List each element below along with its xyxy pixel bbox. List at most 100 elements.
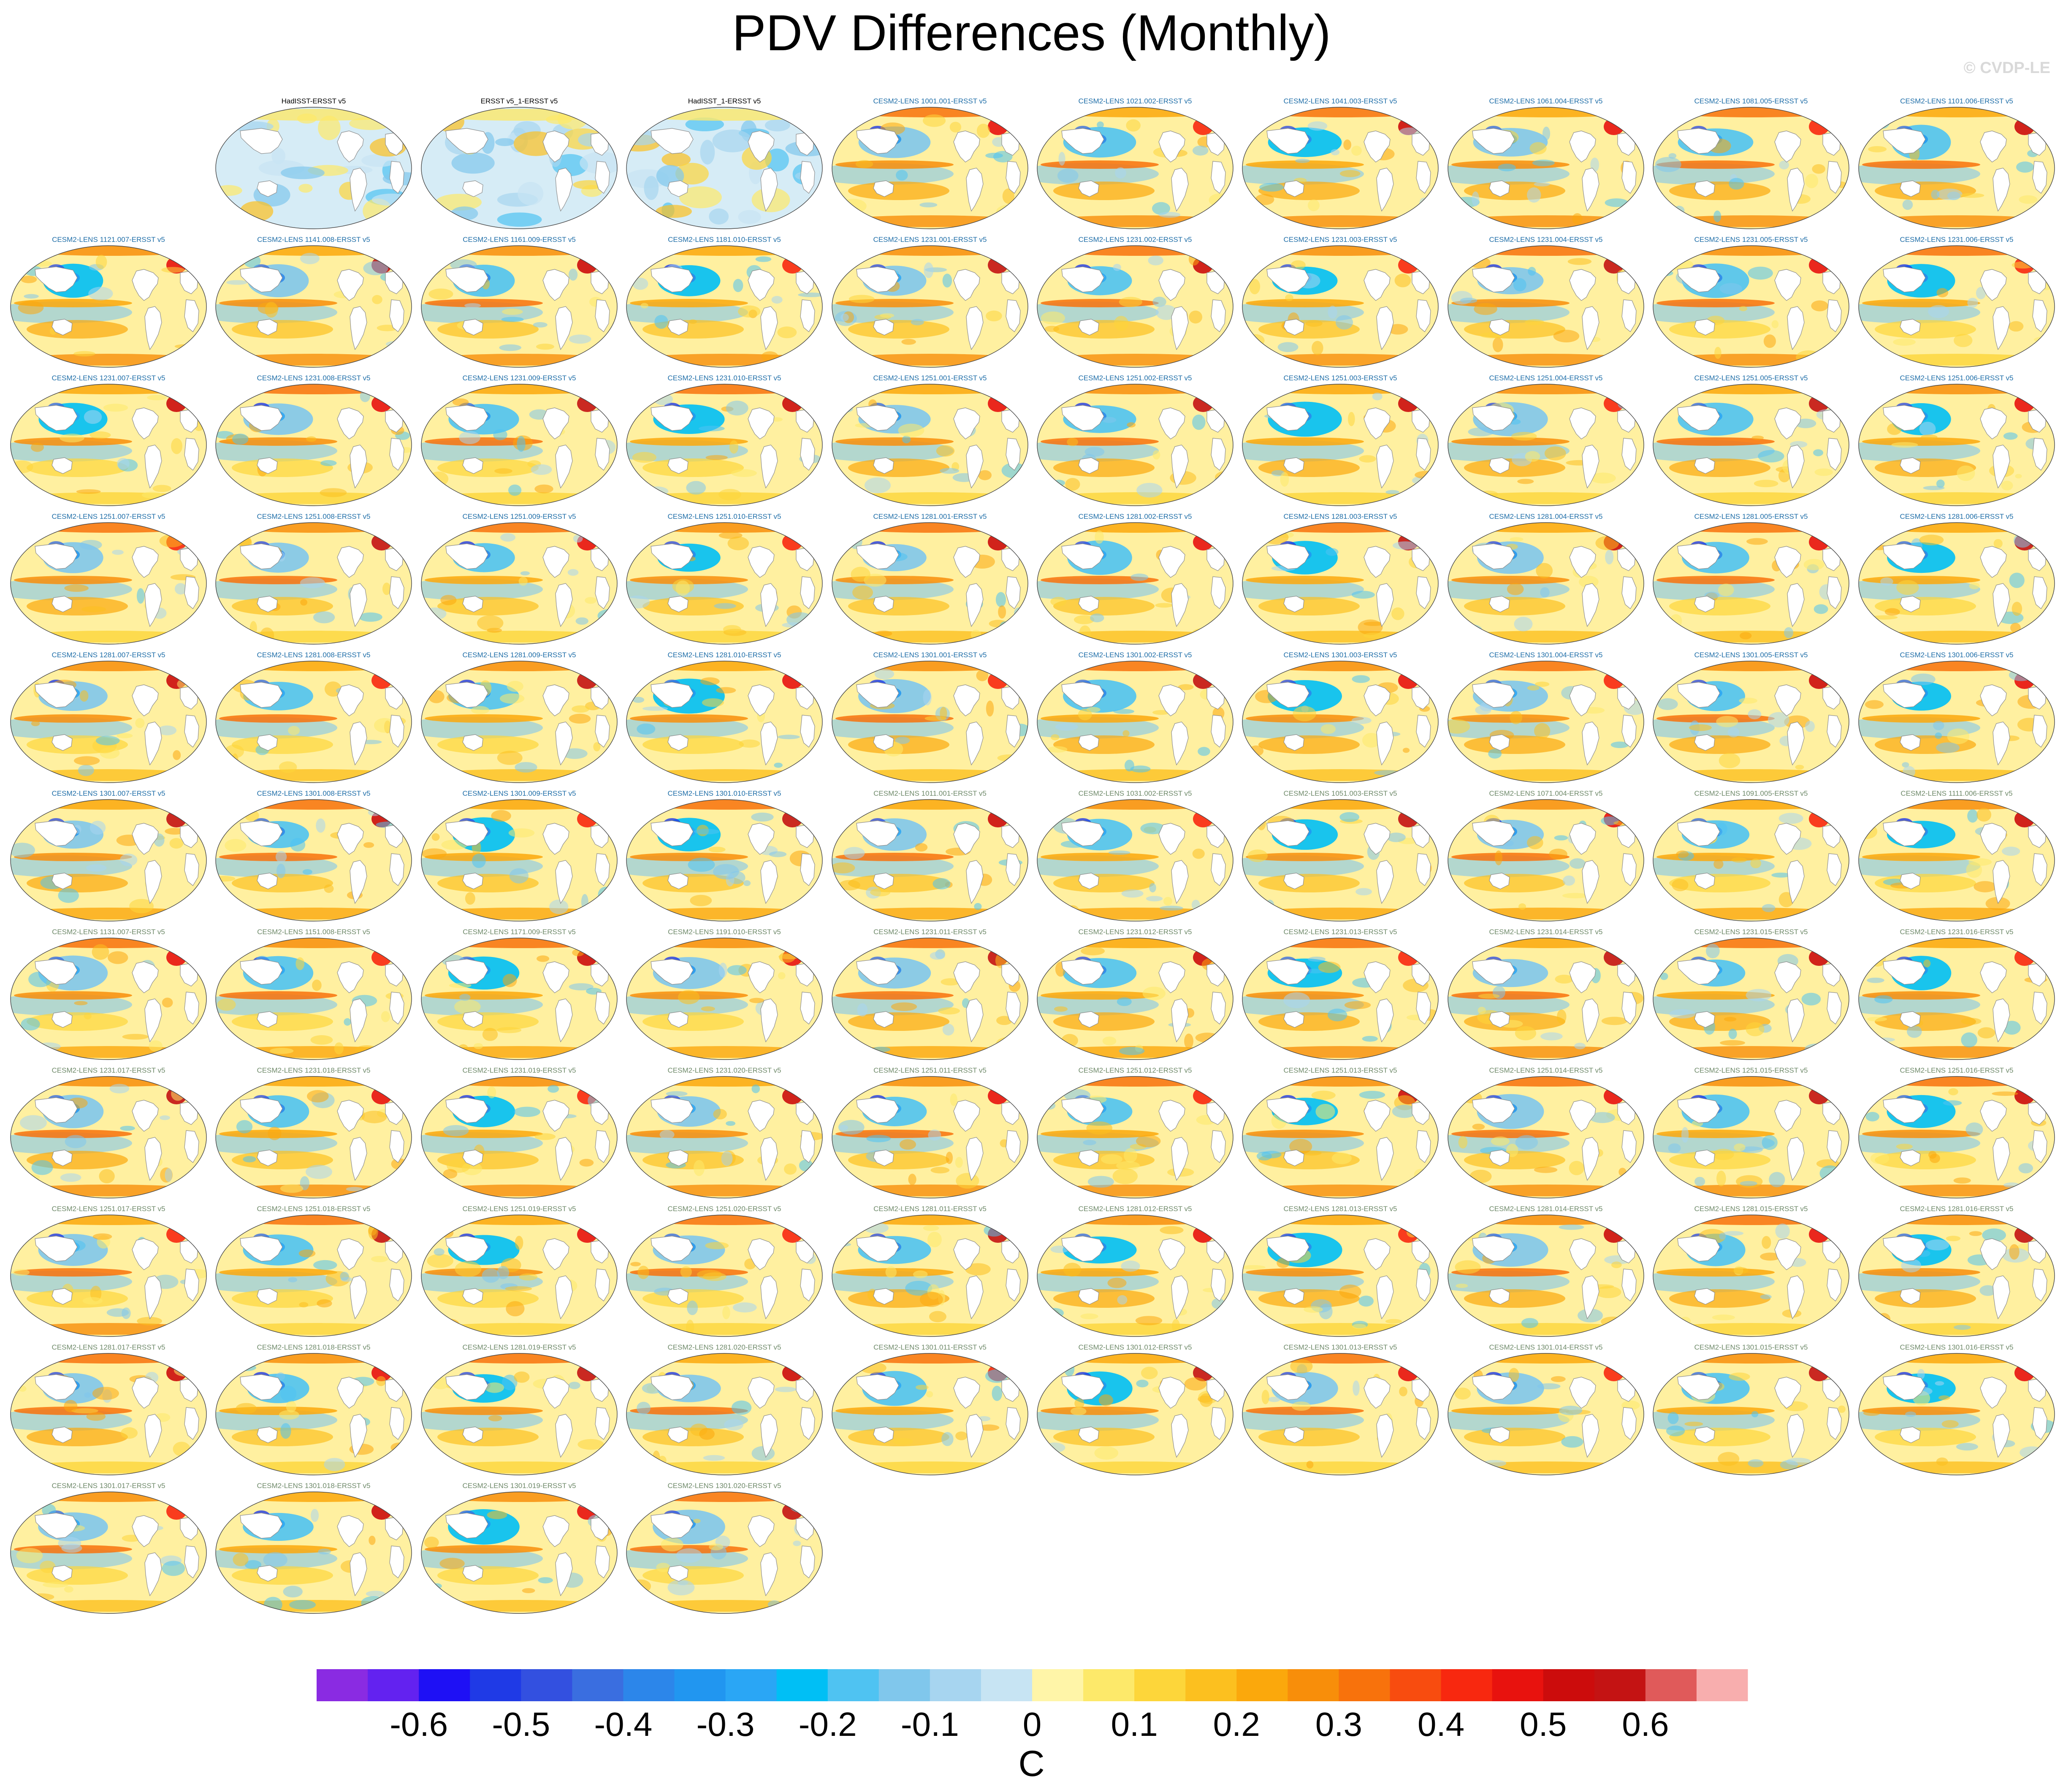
cool-anomaly <box>324 1458 345 1471</box>
cool-anomaly <box>1121 1260 1140 1272</box>
cool-anomaly <box>1136 483 1163 498</box>
warm-anomaly <box>1155 603 1173 608</box>
cool-anomaly <box>642 706 668 711</box>
map-frame <box>1448 1076 1644 1198</box>
southern-ocean-band <box>838 1185 1023 1196</box>
continent-5 <box>595 438 610 471</box>
warm-anomaly <box>1363 632 1387 639</box>
map-panel: CESM2-LENS 1081.005-ERSST v5 <box>1648 97 1854 232</box>
continent-5 <box>1827 1130 1842 1163</box>
cool-anomaly <box>1660 973 1668 980</box>
warm-anomaly <box>103 404 128 412</box>
continent-0 <box>953 1377 980 1409</box>
continent-0 <box>132 1100 159 1132</box>
cool-anomaly <box>1192 145 1209 156</box>
cool-anomaly <box>1205 626 1226 640</box>
arctic-band <box>634 109 820 121</box>
cool-anomaly <box>1936 188 1963 200</box>
map-frame <box>1448 661 1644 783</box>
continent-2 <box>1061 405 1104 431</box>
map-frame <box>1858 1076 2055 1198</box>
south-pacific-warm-band <box>642 597 744 615</box>
continent-3 <box>1078 1426 1099 1443</box>
equatorial-warm-tongue <box>219 991 337 1000</box>
warm-anomaly <box>1067 438 1079 446</box>
continent-2 <box>35 405 78 431</box>
map-plot <box>421 107 618 229</box>
southern-ocean-band <box>221 1323 407 1335</box>
continent-0 <box>1158 269 1185 301</box>
south-pacific-warm-band <box>1875 1428 1976 1446</box>
cool-anomaly <box>713 864 739 880</box>
continent-5 <box>800 161 815 194</box>
warm-anomaly <box>1425 198 1436 210</box>
cool-anomaly <box>1979 1285 1996 1296</box>
warm-anomaly <box>173 1364 197 1377</box>
continent-1 <box>1376 1275 1394 1320</box>
continent-1 <box>555 168 573 212</box>
continent-2 <box>1883 128 1926 154</box>
cool-anomaly <box>1149 883 1156 892</box>
continent-3 <box>257 457 278 474</box>
continent-0 <box>1774 269 1801 301</box>
cool-anomaly <box>726 401 748 416</box>
south-pacific-warm-band <box>1258 1289 1360 1308</box>
warm-anomaly <box>1051 734 1060 740</box>
warm-anomaly <box>1255 194 1274 205</box>
continent-5 <box>1006 1130 1021 1163</box>
south-pacific-warm-band <box>232 1012 333 1031</box>
map-panel: CESM2-LENS 1231.007-ERSST v5 <box>6 374 211 509</box>
warm-anomaly <box>1094 1446 1119 1460</box>
cool-anomaly <box>443 1125 469 1136</box>
continent-3 <box>1489 319 1510 336</box>
equatorial-warm-tongue <box>1246 853 1364 861</box>
warm-anomaly <box>986 700 994 717</box>
warm-anomaly <box>1387 324 1408 335</box>
continent-3 <box>667 1288 689 1305</box>
south-pacific-warm-band <box>1669 597 1770 615</box>
continent-1 <box>350 1137 367 1181</box>
cool-anomaly <box>58 1537 81 1550</box>
map-frame <box>421 661 618 783</box>
warm-anomaly <box>477 615 504 631</box>
equatorial-warm-tongue <box>1246 1268 1364 1277</box>
cool-anomaly <box>1876 1037 1895 1042</box>
panel-label: CESM2-LENS 1231.019-ERSST v5 <box>462 1066 576 1074</box>
warm-anomaly <box>1867 1017 1887 1022</box>
continent-3 <box>1489 457 1510 474</box>
continent-3 <box>52 1288 73 1305</box>
cool-anomaly <box>688 857 715 872</box>
cool-anomaly <box>751 1084 760 1093</box>
cool-anomaly <box>1277 342 1299 352</box>
warm-anomaly <box>636 1041 653 1052</box>
warm-anomaly <box>1184 1377 1206 1391</box>
continent-0 <box>1364 1238 1391 1270</box>
continent-0 <box>1980 1377 2007 1409</box>
warm-anomaly <box>381 1011 390 1022</box>
south-pacific-warm-band <box>1464 458 1565 477</box>
warm-anomaly <box>1305 320 1323 327</box>
warm-anomaly <box>2038 1032 2055 1038</box>
continent-3 <box>667 1149 689 1166</box>
warm-anomaly <box>518 577 528 586</box>
continent-3 <box>257 319 278 336</box>
cool-anomaly <box>1351 717 1372 724</box>
south-pacific-warm-band <box>232 320 333 339</box>
map-panel: CESM2-LENS 1301.007-ERSST v5 <box>6 789 211 924</box>
continent-1 <box>1993 721 2010 766</box>
map-panel: CESM2-LENS 1301.019-ERSST v5 <box>417 1482 622 1617</box>
south-pacific-warm-band <box>1053 874 1155 892</box>
panel-label: CESM2-LENS 1231.016-ERSST v5 <box>1900 928 2014 936</box>
continent-1 <box>1582 445 1599 489</box>
continent-5 <box>1621 576 1637 609</box>
continent-0 <box>1569 1100 1596 1132</box>
continent-3 <box>1078 1288 1099 1305</box>
cool-anomaly <box>1713 210 1721 222</box>
cool-anomaly <box>1448 535 1467 545</box>
cool-anomaly <box>685 117 724 132</box>
continent-2 <box>35 543 78 569</box>
arctic-warm-band <box>27 384 195 394</box>
cool-anomaly <box>89 821 106 835</box>
map-frame <box>626 661 823 783</box>
map-panel: CESM2-LENS 1281.020-ERSST v5 <box>622 1343 827 1478</box>
